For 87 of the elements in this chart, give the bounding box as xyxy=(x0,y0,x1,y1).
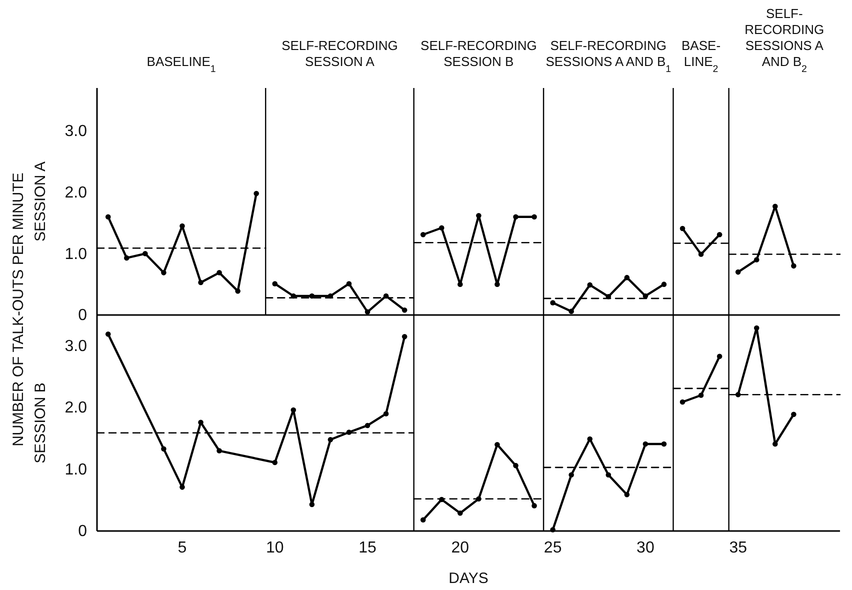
point xyxy=(476,212,482,218)
point xyxy=(791,412,796,417)
point xyxy=(105,214,111,220)
x-tick-label: 15 xyxy=(358,539,377,556)
point xyxy=(550,527,556,532)
y-tick-label: 3.0 xyxy=(64,338,88,355)
point xyxy=(364,309,370,315)
point xyxy=(624,274,630,280)
text: SELF-RECORDING SESSIONS A AND B$_{1}$ xyxy=(546,38,672,74)
point xyxy=(772,441,778,447)
point xyxy=(606,472,612,478)
y-axis-title: SESSION B xyxy=(32,382,49,464)
y-tick-label: 1.0 xyxy=(64,461,88,478)
point xyxy=(142,251,148,256)
point xyxy=(438,225,444,231)
x-tick-label: 20 xyxy=(451,539,470,556)
point xyxy=(661,441,667,447)
point xyxy=(587,436,593,442)
point xyxy=(328,437,334,442)
point xyxy=(513,214,518,220)
point xyxy=(642,441,648,447)
point xyxy=(754,257,760,262)
text: NUMBER OF TALK-OUTS PER MINUTE xyxy=(10,172,27,446)
point xyxy=(698,252,704,257)
point xyxy=(680,399,686,405)
point xyxy=(161,270,166,276)
text: SELF-RECORDING SESSION A xyxy=(282,38,398,69)
point xyxy=(309,293,315,299)
x-tick-label: 25 xyxy=(544,539,562,556)
text: SELF-RECORDING SESSION B xyxy=(420,38,537,69)
point xyxy=(198,280,204,286)
y-tick-label: 0 xyxy=(78,307,88,324)
point xyxy=(494,442,500,448)
point xyxy=(716,232,722,238)
point xyxy=(364,422,370,428)
y-tick-label: 3.0 xyxy=(64,123,88,140)
point xyxy=(642,293,648,299)
point xyxy=(346,281,352,286)
x-tick-label: 10 xyxy=(266,539,284,556)
point xyxy=(624,492,630,498)
y-tick-label: 0 xyxy=(78,523,88,540)
y-tick-label: 2.0 xyxy=(64,400,88,417)
x-tick-label: 5 xyxy=(178,539,187,556)
point xyxy=(661,282,667,287)
point xyxy=(402,334,408,340)
point xyxy=(458,282,463,287)
point xyxy=(532,214,537,220)
point xyxy=(698,392,704,398)
point xyxy=(680,226,686,232)
point xyxy=(235,288,240,294)
point xyxy=(254,190,259,196)
point xyxy=(532,503,537,508)
point xyxy=(735,392,741,398)
point xyxy=(494,282,500,287)
point xyxy=(216,448,222,454)
point xyxy=(568,472,574,478)
point xyxy=(458,510,463,516)
point xyxy=(420,517,426,523)
y-axis-title: SESSION A xyxy=(32,161,49,242)
point xyxy=(105,331,111,337)
x-axis-title: DAYS xyxy=(448,570,488,587)
point xyxy=(587,282,593,288)
text: SELF-RECORDING SESSIONS A AND B$_{2}$ xyxy=(744,6,824,74)
point xyxy=(716,354,722,359)
point xyxy=(124,255,130,261)
point xyxy=(513,462,518,468)
y-tick-label: 2.0 xyxy=(64,184,88,202)
text: BASELINE$_{1}$ xyxy=(146,54,216,74)
point xyxy=(754,325,760,331)
point xyxy=(272,460,278,466)
point xyxy=(550,300,556,306)
point xyxy=(735,269,741,275)
point xyxy=(216,270,222,276)
point xyxy=(180,484,185,490)
point xyxy=(791,263,796,269)
point xyxy=(272,281,278,286)
text: BASE-LINE$_{2}$ xyxy=(682,38,721,74)
point xyxy=(161,446,166,452)
point xyxy=(309,502,315,508)
x-tick-label: 30 xyxy=(636,539,654,556)
point xyxy=(568,308,574,314)
point xyxy=(290,407,296,413)
y-tick-label: 1.0 xyxy=(64,246,88,263)
point xyxy=(420,232,426,238)
point xyxy=(383,411,389,416)
x-tick-label: 35 xyxy=(729,539,748,556)
point xyxy=(402,307,408,313)
